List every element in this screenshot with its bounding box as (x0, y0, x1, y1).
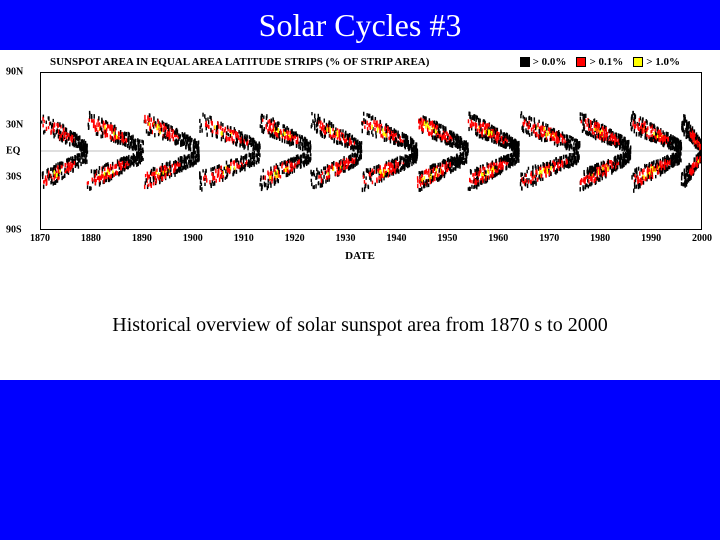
xtick-label: 1900 (183, 233, 203, 244)
xtick-label: 1890 (132, 233, 152, 244)
bottom-spacer (0, 380, 720, 540)
xtick-label: 1930 (336, 233, 356, 244)
legend-swatch (633, 57, 643, 67)
slide-title: Solar Cycles #3 (259, 7, 462, 44)
legend-label: > 1.0% (646, 56, 680, 68)
xtick-label: 1880 (81, 233, 101, 244)
butterfly-chart: SUNSPOT AREA IN EQUAL AREA LATITUDE STRI… (0, 50, 720, 270)
xtick-label: 1950 (437, 233, 457, 244)
xtick-label: 2000 (692, 233, 712, 244)
chart-legend: > 0.0% > 0.1% > 1.0% (520, 56, 680, 68)
xtick-label: 1940 (386, 233, 406, 244)
legend-item: > 0.0% (520, 56, 567, 68)
xtick-label: 1870 (30, 233, 50, 244)
xtick-label: 1910 (234, 233, 254, 244)
ytick-label: 90N (6, 67, 23, 78)
legend-item: > 1.0% (633, 56, 680, 68)
legend-swatch (520, 57, 530, 67)
xtick-label: 1990 (641, 233, 661, 244)
caption-text: Historical overview of solar sunspot are… (112, 314, 607, 337)
legend-item: > 0.1% (576, 56, 623, 68)
chart-header-text: SUNSPOT AREA IN EQUAL AREA LATITUDE STRI… (50, 56, 429, 68)
ytick-label: EQ (6, 146, 20, 157)
ytick-label: 30N (6, 119, 23, 130)
butterfly-svg (41, 73, 701, 229)
chart-header: SUNSPOT AREA IN EQUAL AREA LATITUDE STRI… (10, 54, 710, 70)
legend-label: > 0.1% (589, 56, 623, 68)
legend-swatch (576, 57, 586, 67)
caption-panel: Historical overview of solar sunspot are… (0, 270, 720, 380)
title-bar: Solar Cycles #3 (0, 0, 720, 50)
xaxis-label: DATE (345, 250, 375, 262)
xtick-label: 1920 (285, 233, 305, 244)
plot-area (40, 72, 702, 230)
xtick-label: 1980 (590, 233, 610, 244)
legend-label: > 0.0% (533, 56, 567, 68)
ytick-label: 90S (6, 225, 22, 236)
ytick-label: 30S (6, 172, 22, 183)
xtick-label: 1960 (488, 233, 508, 244)
xtick-label: 1970 (539, 233, 559, 244)
